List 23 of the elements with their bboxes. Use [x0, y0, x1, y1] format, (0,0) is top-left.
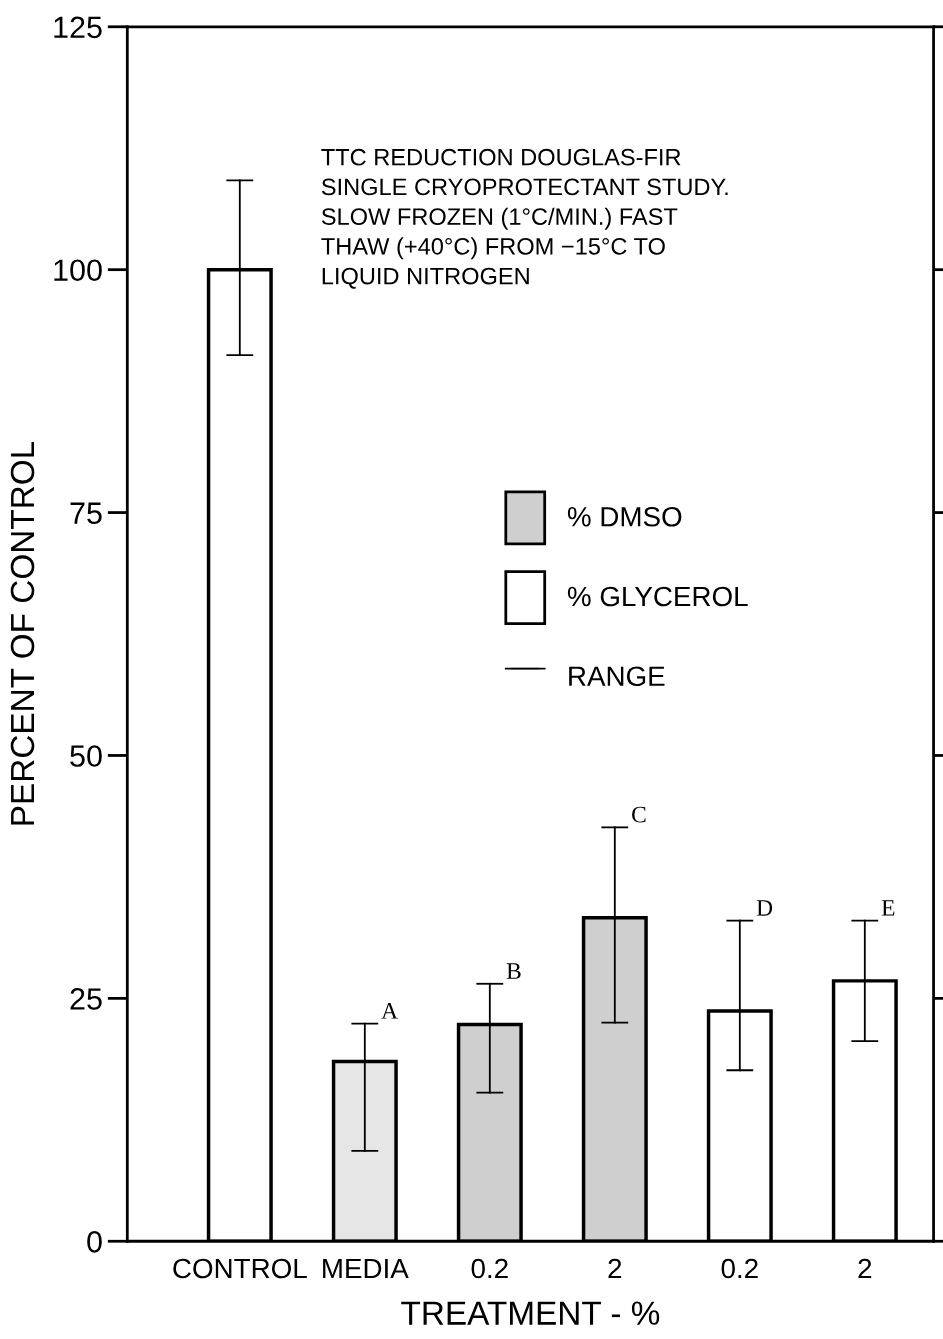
text: TTC REDUCTION DOUGLAS-FIR SINGLE CRYOPROTECTANT STUDY. SLOW FROZEN (1°C/MIN.) FAST THAW (+40°C) FROM −15°C TO LIQUID NITROGEN — [321, 148, 728, 289]
text: E — [881, 900, 895, 916]
y-tick-label: 100 — [54, 259, 102, 282]
x-tick-label: 0.2 — [471, 1258, 508, 1279]
x-tick-label: CONTROL — [173, 1258, 307, 1279]
y-axis-title: PERCENT OF CONTROL — [10, 441, 35, 825]
text: D — [756, 900, 773, 916]
y-tick-label: 25 — [70, 988, 102, 1010]
legend-label: % DMSO — [567, 506, 682, 527]
x-axis-title: TREATMENT - % — [401, 1301, 660, 1325]
x-tick-label: 2 — [608, 1258, 622, 1279]
y-tick-label: 125 — [54, 16, 102, 39]
y-tick-label: 50 — [70, 745, 102, 767]
text: C — [632, 806, 646, 823]
legend-label: % GLYCEROL — [567, 586, 748, 607]
text: A — [381, 1003, 398, 1019]
x-tick-label: 2 — [858, 1258, 872, 1279]
x-tick-label: MEDIA — [323, 1258, 409, 1279]
y-tick-label: 0 — [87, 1230, 102, 1253]
annotation: RANGE — [569, 666, 665, 687]
y-tick-label: 75 — [70, 502, 102, 524]
text: B — [506, 963, 521, 979]
x-tick-label: 0.2 — [721, 1258, 758, 1279]
